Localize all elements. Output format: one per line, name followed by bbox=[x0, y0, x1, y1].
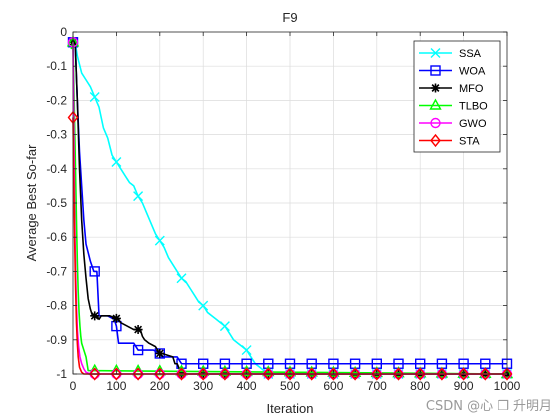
series-line-ssa bbox=[73, 41, 507, 375]
data-point-mfo bbox=[133, 325, 143, 335]
x-tick-label: 800 bbox=[410, 379, 430, 393]
series-line-sta bbox=[72, 117, 507, 375]
series-sta bbox=[67, 110, 513, 381]
legend-label-gwo: GWO bbox=[459, 118, 487, 130]
y-tick-label: -0.1 bbox=[46, 59, 67, 73]
data-point-ssa bbox=[176, 273, 187, 284]
x-tick-label: 200 bbox=[150, 379, 170, 393]
data-point-sta bbox=[349, 367, 361, 381]
x-axis-title: Iteration bbox=[267, 401, 314, 416]
legend-entry: WOA bbox=[419, 65, 486, 78]
data-point-woa bbox=[132, 344, 144, 356]
data-point-sta bbox=[284, 367, 296, 381]
data-point-sta bbox=[89, 367, 101, 381]
y-tick-label: -0.3 bbox=[46, 128, 67, 142]
grid bbox=[73, 32, 507, 374]
axis-ticks: 0 100 200 300 400 500 600 700 800 900 1000 0 -0.1 -0.… bbox=[46, 25, 520, 393]
x-tick-label: 0 bbox=[70, 379, 77, 393]
chart-title: F9 bbox=[282, 10, 297, 25]
data-point-sta bbox=[458, 367, 470, 381]
legend-entry: MFO bbox=[419, 83, 484, 95]
data-point-tlbo bbox=[479, 366, 492, 379]
data-point-ssa bbox=[154, 235, 165, 246]
data-point-ssa bbox=[111, 156, 122, 167]
y-axis-title: Average Best So-far bbox=[24, 144, 39, 261]
watermark-text: CSDN @心 ❒ 升明月 bbox=[425, 399, 552, 414]
legend-entry: SSA bbox=[419, 48, 482, 60]
data-point-ssa bbox=[89, 91, 100, 102]
x-tick-label: 400 bbox=[237, 379, 257, 393]
x-tick-label: 700 bbox=[367, 379, 387, 393]
legend-entry: GWO bbox=[419, 117, 487, 130]
legend-entry: STA bbox=[419, 133, 480, 148]
series-layer bbox=[66, 35, 514, 381]
legend-marker-ssa bbox=[430, 48, 441, 58]
data-point-ssa bbox=[198, 300, 209, 311]
y-tick-label: -0.6 bbox=[46, 230, 67, 244]
legend-label-ssa: SSA bbox=[459, 48, 482, 60]
y-tick-label: -0.9 bbox=[46, 333, 67, 347]
data-point-sta bbox=[262, 367, 274, 381]
legend-label-woa: WOA bbox=[459, 66, 486, 78]
legend-box bbox=[413, 40, 501, 153]
y-tick-label: -0.7 bbox=[46, 264, 67, 278]
y-tick-label: -0.4 bbox=[46, 162, 67, 176]
data-point-ssa bbox=[241, 345, 252, 356]
y-tick-label: -0.2 bbox=[46, 93, 67, 107]
legend-label-tlbo: TLBO bbox=[459, 101, 488, 113]
legend-label-sta: STA bbox=[459, 136, 480, 148]
y-tick-label: -1 bbox=[56, 367, 67, 381]
y-tick-label: -0.8 bbox=[46, 299, 67, 313]
data-point-sta bbox=[436, 367, 448, 381]
data-point-sta bbox=[306, 367, 318, 381]
y-tick-label: 0 bbox=[60, 25, 67, 39]
data-point-sta bbox=[241, 367, 253, 381]
data-point-sta bbox=[197, 367, 209, 381]
data-point-mfo bbox=[155, 348, 165, 358]
data-point-sta bbox=[327, 367, 339, 381]
x-tick-label: 900 bbox=[454, 379, 474, 393]
legend-marker-sta bbox=[430, 133, 441, 148]
data-point-sta bbox=[393, 367, 404, 381]
x-tick-label: 100 bbox=[106, 379, 126, 393]
data-point-mfo bbox=[111, 313, 121, 323]
legend-marker-mfo bbox=[431, 83, 440, 93]
legend-marker-gwo bbox=[430, 117, 441, 129]
data-point-ssa bbox=[133, 191, 144, 202]
data-point-sta bbox=[219, 367, 231, 381]
data-point-mfo bbox=[90, 311, 100, 321]
data-point-sta bbox=[414, 367, 426, 381]
series-line-tlbo bbox=[70, 41, 508, 375]
x-tick-label: 500 bbox=[280, 379, 300, 393]
data-point-sta bbox=[501, 367, 513, 381]
x-tick-label: 300 bbox=[193, 379, 213, 393]
legend-marker-woa bbox=[430, 65, 441, 76]
data-point-woa bbox=[89, 266, 100, 277]
legend-entry: TLBO bbox=[419, 98, 488, 113]
data-point-sta bbox=[371, 367, 383, 381]
data-point-sta bbox=[132, 367, 144, 381]
legend: SSA WOA MFO TLBO GWO STA bbox=[413, 40, 501, 153]
data-point-sta bbox=[110, 367, 122, 381]
legend-label-mfo: MFO bbox=[459, 83, 484, 95]
x-tick-label: 1000 bbox=[494, 379, 521, 393]
data-point-tlbo bbox=[500, 367, 514, 379]
data-point-sta bbox=[479, 367, 491, 381]
data-point-ssa bbox=[219, 321, 230, 332]
legend-marker-tlbo bbox=[429, 98, 442, 110]
data-point-sta bbox=[176, 367, 187, 381]
y-tick-label: -0.5 bbox=[46, 196, 67, 210]
data-point-sta bbox=[154, 367, 166, 381]
x-tick-label: 600 bbox=[323, 379, 343, 393]
